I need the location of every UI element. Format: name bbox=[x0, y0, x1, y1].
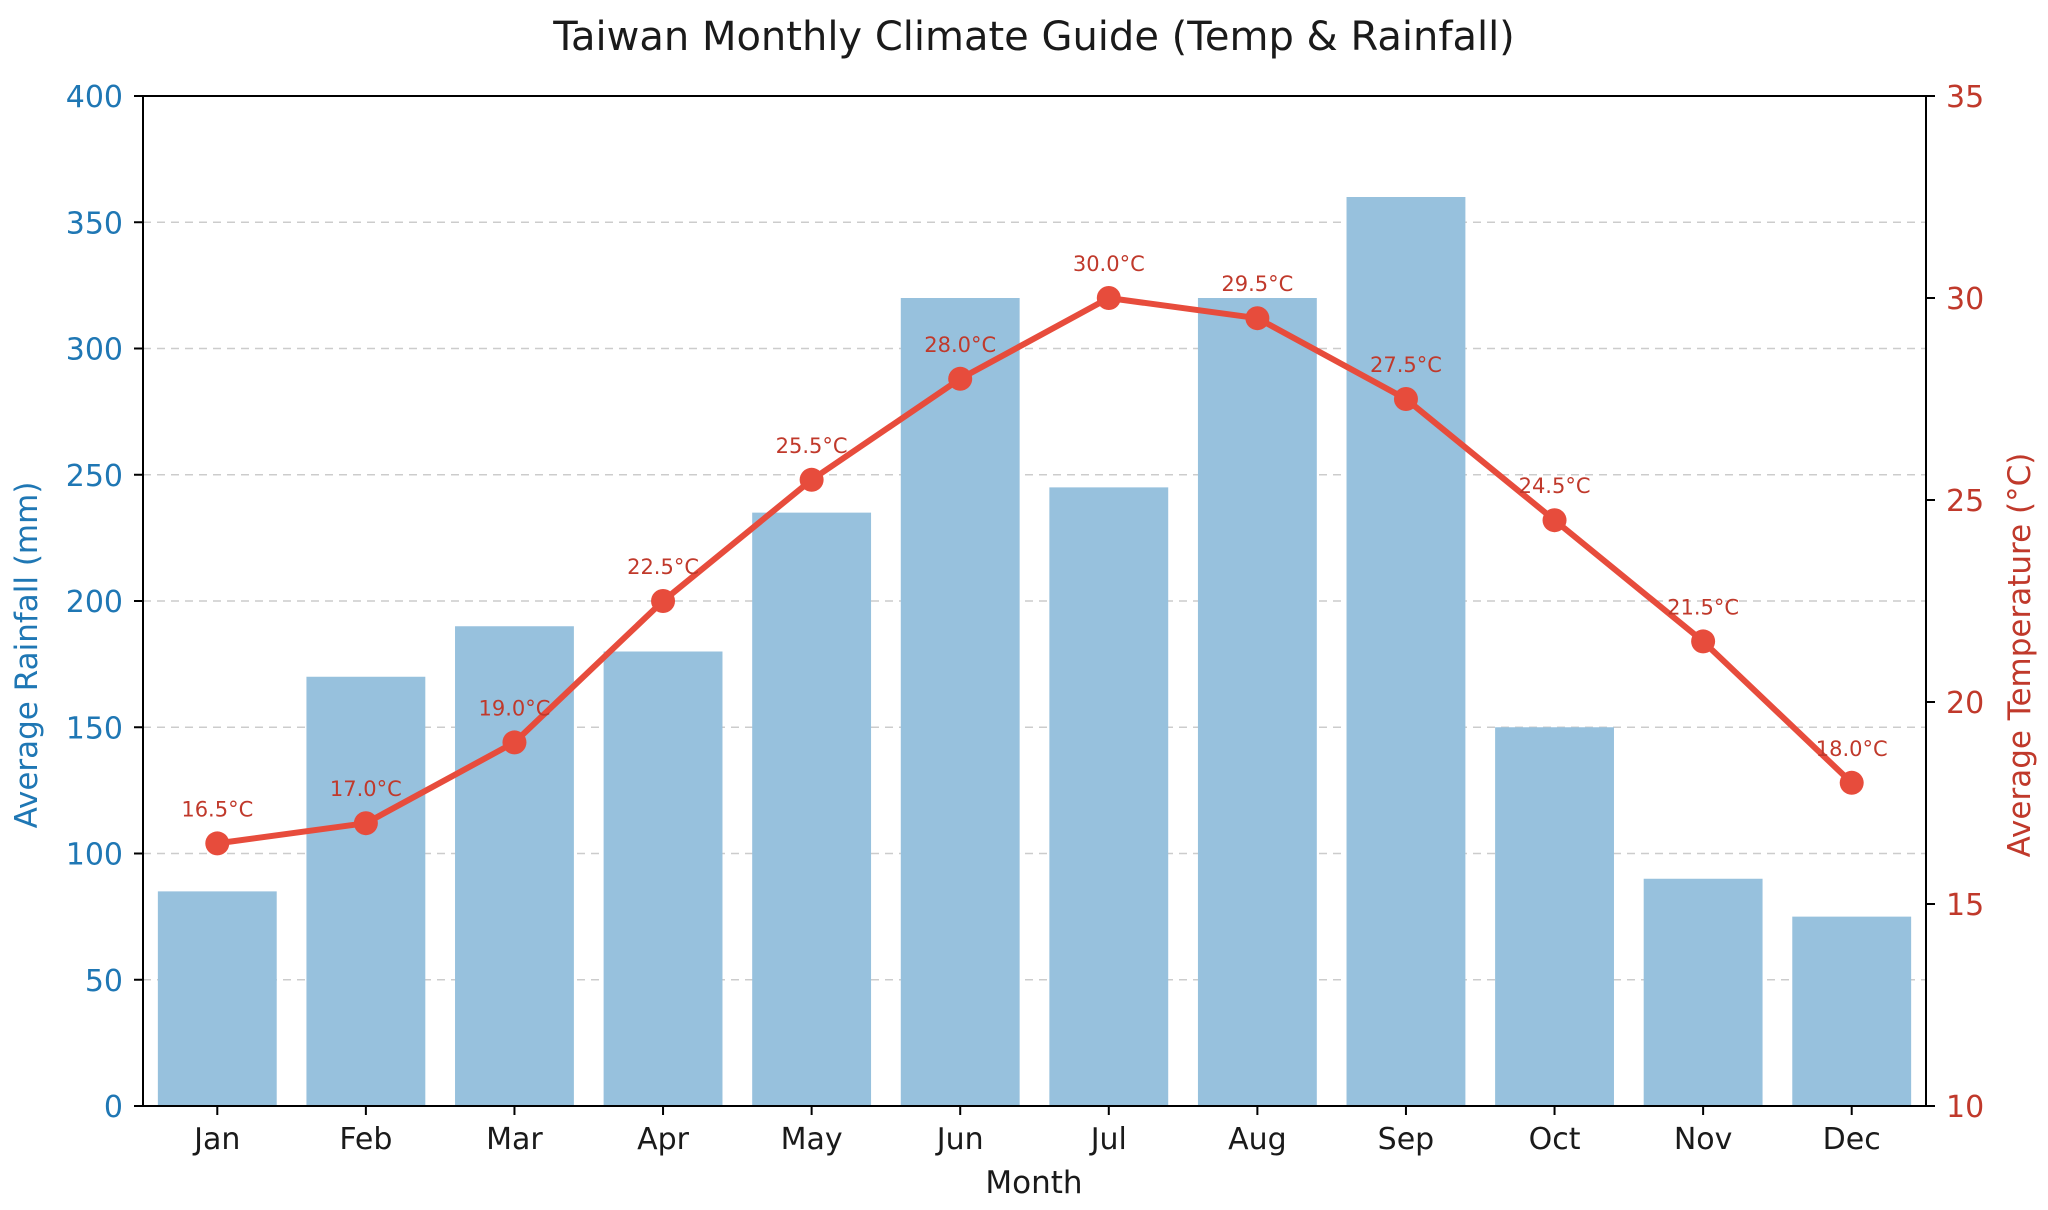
axes: 0 50 100 150 200 250 300 350 400 10 15 20 25 30 35 Jan F… bbox=[66, 80, 1984, 1157]
x-tick-label-jan: Jan bbox=[192, 1122, 240, 1157]
temperature-point-jan bbox=[205, 831, 230, 856]
y-left-tick-label: 150 bbox=[66, 711, 123, 746]
x-tick-label-oct: Oct bbox=[1529, 1122, 1581, 1157]
x-tick-label-nov: Nov bbox=[1674, 1122, 1733, 1157]
temperature-data-label: 24.5°C bbox=[1519, 474, 1591, 498]
x-tick-label-may: May bbox=[781, 1122, 843, 1157]
y-right-tick-label: 35 bbox=[1946, 80, 1984, 115]
y-left-tick-label: 0 bbox=[104, 1090, 123, 1125]
temperature-data-label: 27.5°C bbox=[1370, 353, 1442, 377]
x-tick-label-jun: Jun bbox=[935, 1122, 984, 1157]
temperature-data-label: 21.5°C bbox=[1667, 595, 1739, 619]
rainfall-bar-feb bbox=[306, 676, 426, 1106]
rainfall-bar-may bbox=[752, 512, 872, 1106]
y-right-tick-label: 30 bbox=[1946, 282, 1984, 317]
y-right-tick-label: 25 bbox=[1946, 484, 1984, 519]
temperature-data-label: 28.0°C bbox=[924, 333, 996, 357]
temperature-data-label: 22.5°C bbox=[627, 555, 699, 579]
temperature-data-label: 19.0°C bbox=[478, 696, 550, 720]
temperature-data-label: 25.5°C bbox=[776, 434, 848, 458]
temperature-data-label: 29.5°C bbox=[1221, 272, 1293, 296]
x-tick-label-jul: Jul bbox=[1089, 1122, 1127, 1157]
temperature-point-jul bbox=[1096, 286, 1121, 310]
y-right-tick-label: 10 bbox=[1946, 1090, 1984, 1125]
y-right-tick-label: 15 bbox=[1946, 888, 1984, 923]
grid-lines bbox=[143, 221, 1926, 981]
rainfall-bar-dec bbox=[1792, 916, 1912, 1106]
temperature-point-apr bbox=[651, 589, 676, 613]
rainfall-bars bbox=[157, 197, 1912, 1106]
y-left-tick-label: 300 bbox=[66, 333, 123, 368]
temperature-point-mar bbox=[502, 730, 527, 755]
temperature-data-label: 16.5°C bbox=[181, 797, 253, 821]
rainfall-bar-oct bbox=[1495, 727, 1614, 1106]
y-right-tick-label: 20 bbox=[1946, 686, 1984, 721]
temperature-point-aug bbox=[1245, 306, 1270, 331]
rainfall-bar-jan bbox=[157, 891, 277, 1106]
chart-title: Taiwan Monthly Climate Guide (Temp & Rai… bbox=[552, 14, 1515, 60]
temperature-data-label: 18.0°C bbox=[1816, 737, 1888, 761]
y-left-tick-label: 250 bbox=[66, 459, 123, 494]
rainfall-bar-jun bbox=[900, 298, 1020, 1106]
temperature-point-feb bbox=[353, 811, 378, 836]
x-tick-label-feb: Feb bbox=[339, 1122, 392, 1157]
temperature-line bbox=[214, 295, 1855, 847]
y-axis-left-label: Average Rainfall (mm) bbox=[9, 482, 45, 829]
y-left-tick-label: 400 bbox=[66, 80, 123, 115]
temperature-point-dec bbox=[1839, 770, 1864, 795]
x-tick-label-apr: Apr bbox=[637, 1122, 690, 1157]
rainfall-bar-sep bbox=[1346, 197, 1466, 1106]
temperature-point-nov bbox=[1691, 629, 1716, 654]
temperature-point-may bbox=[799, 467, 824, 492]
temperature-data-label: 17.0°C bbox=[330, 777, 402, 801]
y-left-tick-label: 350 bbox=[66, 206, 123, 241]
temperature-point-sep bbox=[1393, 387, 1418, 411]
rainfall-bar-jul bbox=[1049, 487, 1169, 1106]
temperature-series: 16.5°C 17.0°C 19.0°C 22.5°C 25.5°C 28.0°C 30.0… bbox=[181, 252, 1888, 856]
temperature-point-jun bbox=[948, 366, 973, 391]
y-left-tick-label: 100 bbox=[66, 838, 123, 873]
temperature-data-label: 30.0°C bbox=[1073, 252, 1145, 276]
x-tick-label-mar: Mar bbox=[486, 1122, 543, 1157]
rainfall-bar-aug bbox=[1197, 298, 1317, 1106]
x-tick-label-sep: Sep bbox=[1378, 1122, 1435, 1157]
rainfall-bar-apr bbox=[603, 651, 723, 1106]
y-axis-right-label: Average Temperature (°C) bbox=[2002, 453, 2038, 858]
y-left-tick-label: 200 bbox=[66, 585, 123, 620]
rainfall-bar-nov bbox=[1643, 878, 1763, 1106]
x-tick-label-dec: Dec bbox=[1823, 1122, 1881, 1157]
y-left-tick-label: 50 bbox=[85, 964, 123, 999]
x-tick-label-aug: Aug bbox=[1228, 1122, 1287, 1157]
temperature-point-oct bbox=[1542, 508, 1567, 533]
x-axis-label: Month bbox=[985, 1165, 1082, 1201]
